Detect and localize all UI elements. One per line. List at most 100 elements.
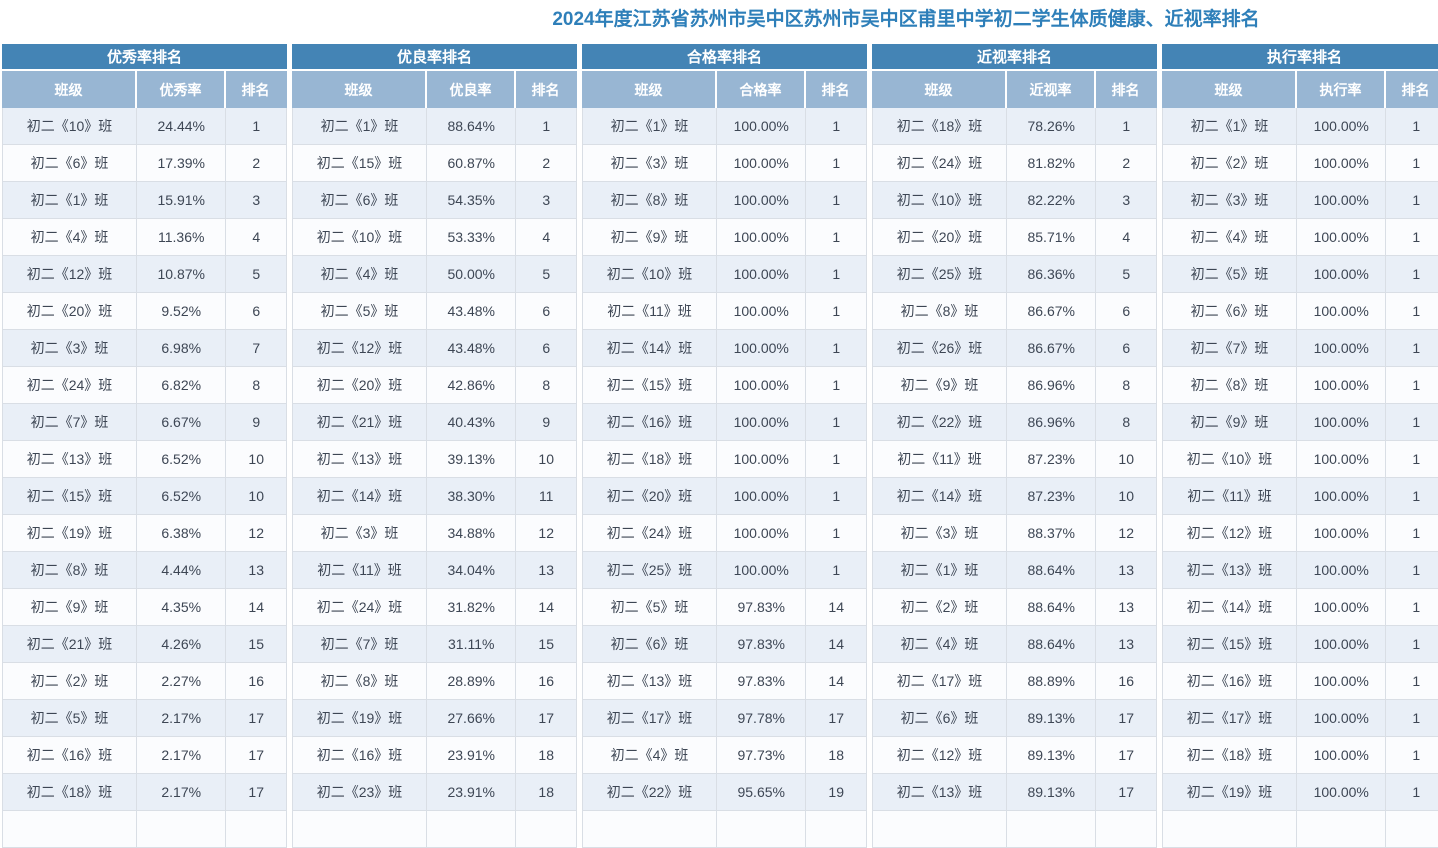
table-row: 初二《17》班 97.78% 17: [583, 700, 866, 737]
rate-cell: 31.11%: [427, 626, 517, 663]
class-name-cell: 初二《4》班: [583, 737, 718, 774]
page-title: 2024年度江苏省苏州市吴中区苏州市吴中区甫里中学初二学生体质健康、近视率排名: [552, 9, 1260, 30]
rate-cell: 15.91%: [137, 182, 227, 219]
table-row: 初二《15》班 100.00% 1: [583, 367, 866, 404]
table-row: 初二《6》班 54.35% 3: [293, 182, 576, 219]
rate-cell: 100.00%: [1297, 515, 1387, 552]
rate-cell: 10.87%: [137, 256, 227, 293]
rate-cell: 100.00%: [1297, 293, 1387, 330]
table-row: 初二《3》班 100.00% 1: [583, 145, 866, 182]
table-row: 初二《2》班 88.64% 13: [873, 589, 1156, 626]
rank-cell: 1: [806, 552, 866, 589]
rate-cell: 43.48%: [427, 293, 517, 330]
table-row: 初二《16》班 2.17% 17: [3, 737, 286, 774]
column-header: 排名: [1401, 81, 1430, 98]
column-header: 排名: [241, 81, 270, 98]
rate-cell: 100.00%: [717, 552, 807, 589]
rate-cell: 100.00%: [717, 515, 807, 552]
class-name-cell: 初二《19》班: [1163, 774, 1298, 811]
column-header: 近视率: [1007, 71, 1096, 108]
class-name-cell: 初二《11》班: [293, 552, 428, 589]
table-row: 初二《12》班 89.13% 17: [873, 737, 1156, 774]
table-column-header-row: 班级 合格率 排名: [582, 71, 867, 108]
column-header: 排名: [531, 81, 560, 98]
table-group-header: 优良率排名: [292, 44, 577, 71]
ranking-tables-container: 优秀率排名 班级 优秀率 排名 初二《10》班 24.44% 1 初二《6》班 17.39% 2 初…: [0, 44, 1438, 848]
table-row: 初二《16》班 100.00% 1: [583, 404, 866, 441]
class-name-cell: 初二《3》班: [1163, 182, 1298, 219]
table-row: 初二《6》班 89.13% 17: [873, 700, 1156, 737]
rank-cell: 1: [806, 145, 866, 182]
table-row: 初二《1》班 100.00% 1: [583, 108, 866, 145]
class-name-cell: 初二《18》班: [583, 441, 718, 478]
class-name-cell: 初二《12》班: [3, 256, 138, 293]
rate-cell: 100.00%: [1297, 404, 1387, 441]
rate-cell: 100.00%: [1297, 700, 1387, 737]
column-header: 优良率: [427, 71, 516, 108]
class-name-cell: 初二《25》班: [873, 256, 1008, 293]
rank-table: 近视率排名 班级 近视率 排名 初二《18》班 78.26% 1 初二《24》班 81.82% 2…: [872, 44, 1157, 848]
rank-cell: 14: [806, 626, 866, 663]
class-name-cell: 初二《24》班: [3, 367, 138, 404]
class-name-cell: 初二《12》班: [1163, 515, 1298, 552]
class-name-cell: 初二《24》班: [293, 589, 428, 626]
class-name-cell: 初二《13》班: [873, 774, 1008, 811]
class-name-cell: 初二《15》班: [583, 367, 718, 404]
table-row: 初二《16》班 23.91% 18: [293, 737, 576, 774]
rate-cell: 95.65%: [717, 774, 807, 811]
rank-cell: 1: [806, 330, 866, 367]
class-name-cell: 初二《17》班: [1163, 700, 1298, 737]
class-name-cell: 初二《21》班: [293, 404, 428, 441]
rank-cell: 10: [226, 478, 286, 515]
rank-cell: 1: [226, 108, 286, 145]
rate-cell: 40.43%: [427, 404, 517, 441]
class-name-cell: 初二《18》班: [873, 108, 1008, 145]
class-name-cell: 初二《9》班: [583, 219, 718, 256]
table-row: 初二《24》班 6.82% 8: [3, 367, 286, 404]
rank-cell: 13: [1096, 626, 1156, 663]
table-column-header-row: 班级 优秀率 排名: [2, 71, 287, 108]
table-row: 初二《17》班 100.00% 1: [1163, 700, 1438, 737]
class-name-cell: 初二《1》班: [293, 108, 428, 145]
table-row: 初二《23》班 23.91% 18: [293, 774, 576, 811]
class-name-cell: 初二《9》班: [1163, 404, 1298, 441]
rank-cell: 9: [516, 404, 576, 441]
class-name-cell: 初二《15》班: [1163, 626, 1298, 663]
class-name-cell: 初二《10》班: [3, 108, 138, 145]
rate-cell: 100.00%: [717, 182, 807, 219]
class-name-cell: 初二《18》班: [1163, 737, 1298, 774]
rate-cell: 100.00%: [1297, 737, 1387, 774]
class-name-cell: 初二《8》班: [583, 182, 718, 219]
class-name-cell: 初二《19》班: [293, 700, 428, 737]
class-name-cell: [293, 811, 428, 848]
rate-cell: 100.00%: [1297, 330, 1387, 367]
table-row: 初二《8》班 86.67% 6: [873, 293, 1156, 330]
class-name-cell: 初二《18》班: [3, 774, 138, 811]
rank-cell: 6: [226, 293, 286, 330]
rank-cell: 4: [226, 219, 286, 256]
table-row: 初二《1》班 15.91% 3: [3, 182, 286, 219]
rank-cell: 1: [1386, 589, 1438, 626]
rank-cell: 1: [1386, 700, 1438, 737]
rate-cell: 100.00%: [717, 108, 807, 145]
class-name-cell: 初二《9》班: [873, 367, 1008, 404]
rank-cell: 2: [226, 145, 286, 182]
rate-cell: 100.00%: [1297, 552, 1387, 589]
table-row: 初二《12》班 43.48% 6: [293, 330, 576, 367]
column-header: 优秀率: [137, 71, 226, 108]
table-row: 初二《14》班 100.00% 1: [1163, 589, 1438, 626]
rate-cell: 38.30%: [427, 478, 517, 515]
table-row: 初二《15》班 6.52% 10: [3, 478, 286, 515]
rate-cell: 100.00%: [1297, 108, 1387, 145]
class-name-cell: 初二《23》班: [293, 774, 428, 811]
column-header: 执行率: [1297, 71, 1386, 108]
rank-cell: 17: [226, 737, 286, 774]
rank-cell: 16: [516, 663, 576, 700]
table-row: 初二《5》班 100.00% 1: [1163, 256, 1438, 293]
class-name-cell: 初二《17》班: [873, 663, 1008, 700]
rank-cell: 1: [806, 515, 866, 552]
class-name-cell: 初二《6》班: [583, 626, 718, 663]
table-row: 初二《13》班 97.83% 14: [583, 663, 866, 700]
rate-cell: 100.00%: [1297, 478, 1387, 515]
class-name-cell: 初二《3》班: [873, 515, 1008, 552]
